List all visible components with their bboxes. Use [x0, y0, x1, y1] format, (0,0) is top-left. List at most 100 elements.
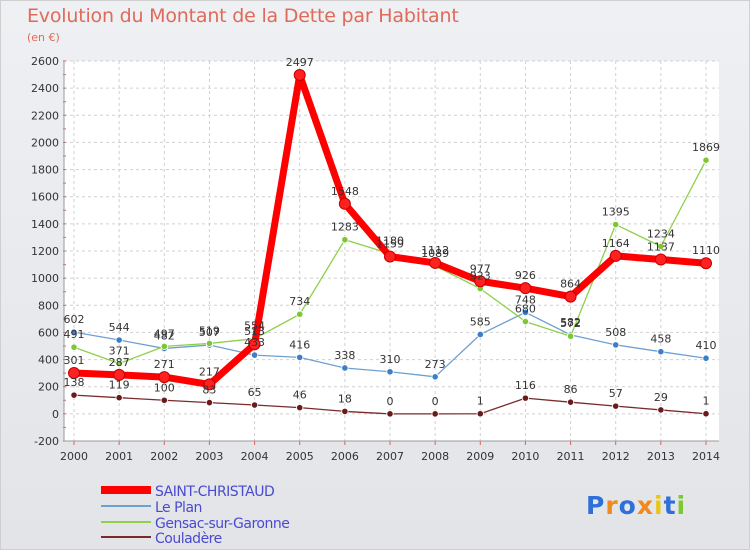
data-label-le-plan: 410	[696, 339, 717, 352]
data-point-saint-christaud	[203, 378, 216, 391]
data-label-gensac-sur-garonne: 734	[289, 295, 310, 308]
data-label-le-plan: 310	[380, 353, 401, 366]
data-point-le-plan	[431, 373, 439, 381]
legend-label-coulad-re: Couladère	[155, 531, 222, 547]
data-label-coulad-re: 119	[109, 379, 130, 392]
data-label-coulad-re: 57	[609, 387, 623, 400]
unit-label: (en €)	[27, 31, 60, 44]
data-label-saint-christaud: 217	[199, 365, 220, 378]
data-point-gensac-sur-garonne	[612, 220, 620, 229]
logo-letter: i	[676, 491, 687, 520]
data-point-saint-christaud	[293, 68, 306, 81]
data-point-le-plan	[657, 348, 665, 356]
y-tick-label: 0	[52, 408, 59, 421]
data-point-coulad-re	[70, 391, 78, 399]
data-point-le-plan	[341, 364, 349, 372]
data-label-le-plan: 416	[289, 338, 310, 351]
x-tick-label: 2007	[376, 450, 404, 463]
data-label-le-plan: 507	[199, 326, 220, 339]
data-point-le-plan	[521, 308, 530, 316]
data-label-saint-christaud: 271	[154, 358, 175, 371]
data-point-saint-christaud	[700, 257, 712, 270]
axis-layer: -200020040060080010001200140016001800200…	[31, 55, 720, 463]
x-tick-label: 2003	[195, 450, 223, 463]
data-point-saint-christaud	[158, 371, 171, 384]
data-point-saint-christaud	[654, 253, 667, 266]
data-label-gensac-sur-garonne: 923	[470, 270, 491, 283]
data-point-saint-christaud	[248, 338, 261, 351]
data-label-saint-christaud: 2497	[286, 56, 314, 69]
x-tick-label: 2014	[692, 450, 720, 463]
data-label-le-plan: 433	[244, 336, 265, 349]
x-tick-label: 2011	[557, 450, 585, 463]
data-label-gensac-sur-garonne: 680	[515, 303, 536, 316]
data-label-le-plan: 508	[605, 326, 626, 339]
data-label-coulad-re: 1	[703, 395, 710, 408]
data-point-coulad-re	[702, 410, 710, 418]
data-point-saint-christaud	[474, 275, 487, 288]
data-label-saint-christaud: 1159	[376, 238, 404, 251]
chart-title: Evolution du Montant de la Dette par Hab…	[27, 5, 459, 27]
data-point-le-plan	[70, 328, 78, 336]
data-point-gensac-sur-garonne	[296, 310, 304, 318]
data-label-le-plan: 582	[560, 316, 581, 329]
data-label-saint-christaud: 977	[470, 262, 491, 275]
legend-label-saint-christaud: SAINT-CHRISTAUD	[155, 484, 274, 500]
data-point-coulad-re	[205, 398, 214, 407]
y-tick-label: 600	[38, 326, 59, 339]
legend-label-le-plan: Le Plan	[155, 500, 202, 516]
data-point-gensac-sur-garonne	[205, 339, 214, 348]
y-tick-label: 1800	[31, 164, 59, 177]
data-label-coulad-re: 138	[64, 376, 85, 389]
data-label-gensac-sur-garonne: 1283	[331, 221, 359, 234]
logo-letter: r	[605, 491, 619, 520]
data-point-le-plan	[476, 330, 484, 339]
x-tick-label: 2004	[241, 450, 269, 463]
data-label-gensac-sur-garonne: 497	[154, 327, 175, 340]
data-point-saint-christaud	[68, 367, 80, 380]
data-label-gensac-sur-garonne: 1180	[376, 235, 404, 248]
data-label-le-plan: 544	[109, 321, 130, 334]
y-tick-label: -200	[34, 435, 59, 448]
x-tick-label: 2009	[466, 450, 494, 463]
data-point-gensac-sur-garonne	[341, 236, 349, 244]
logo-letter: x	[636, 491, 654, 520]
x-tick-label: 2005	[286, 450, 314, 463]
data-label-le-plan: 273	[425, 358, 446, 371]
y-tick-label: 1600	[31, 191, 59, 204]
data-point-le-plan	[702, 354, 710, 362]
data-label-saint-christaud: 1110	[692, 244, 720, 257]
data-point-coulad-re	[250, 401, 259, 409]
data-point-saint-christaud	[384, 250, 396, 263]
data-point-saint-christaud	[564, 290, 577, 303]
data-label-coulad-re: 18	[338, 392, 352, 405]
data-point-gensac-sur-garonne	[160, 342, 168, 351]
data-label-coulad-re: 86	[564, 383, 578, 396]
logo-letter: P	[586, 491, 606, 520]
data-point-gensac-sur-garonne	[702, 156, 710, 164]
data-point-coulad-re	[612, 402, 620, 410]
data-point-gensac-sur-garonne	[657, 242, 665, 250]
data-point-gensac-sur-garonne	[70, 343, 78, 351]
data-label-le-plan: 338	[334, 349, 355, 362]
data-label-gensac-sur-garonne: 371	[109, 345, 130, 358]
y-tick-label: 2000	[31, 136, 59, 149]
logo-letter: t	[663, 491, 677, 520]
data-label-gensac-sur-garonne: 554	[244, 320, 265, 333]
data-label-gensac-sur-garonne: 1234	[647, 227, 675, 240]
y-tick-label: 1000	[31, 272, 59, 285]
logo-letter: o	[618, 491, 637, 520]
y-tick-label: 1200	[31, 245, 59, 258]
data-point-coulad-re	[657, 406, 665, 414]
x-tick-label: 2010	[511, 450, 539, 463]
data-point-saint-christaud	[519, 282, 532, 295]
data-label-coulad-re: 46	[293, 389, 307, 402]
x-tick-label: 2002	[150, 450, 178, 463]
y-tick-label: 2400	[31, 82, 59, 95]
data-label-gensac-sur-garonne: 572	[560, 317, 581, 330]
data-point-saint-christaud	[338, 197, 351, 210]
data-point-le-plan	[296, 353, 304, 361]
